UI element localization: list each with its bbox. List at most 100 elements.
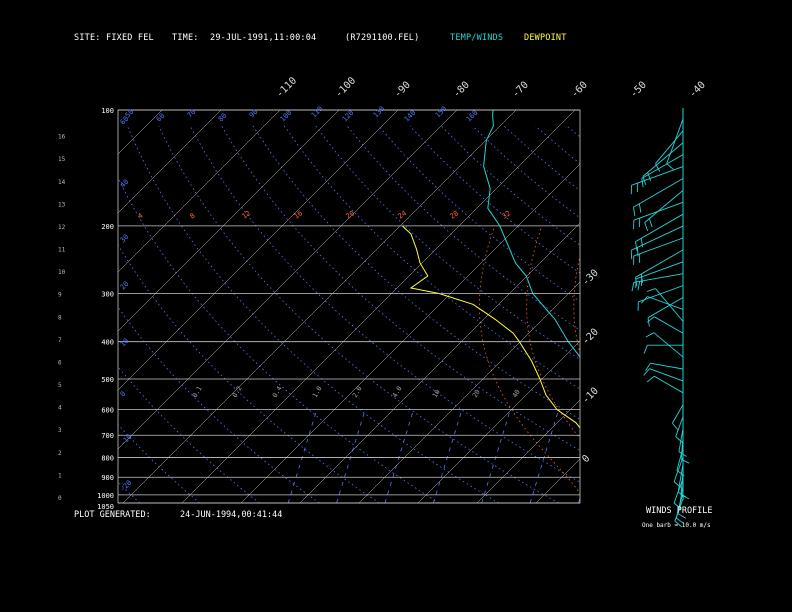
mixing-ratio-label: 4.0	[391, 385, 404, 399]
left-edge-label: 10	[119, 337, 131, 349]
wind-barb-flag	[666, 163, 674, 170]
height-tick-label: 2	[58, 450, 62, 457]
dry-adiabat	[189, 125, 580, 483]
height-tick-label: 12	[58, 224, 66, 231]
height-tick-label: 13	[58, 201, 66, 208]
wind-barb-flag	[680, 458, 690, 464]
pressure-tick-label: 1050	[97, 503, 114, 511]
height-tick-label: 5	[58, 382, 62, 389]
dry-adiabat	[0, 126, 80, 503]
wind-barb	[642, 142, 684, 177]
wind-barb	[635, 249, 684, 278]
dry-adiabat	[118, 177, 440, 503]
left-edge-label: 40	[119, 178, 131, 190]
top-temp-tick-label: -100	[333, 75, 358, 100]
wind-barb-flag	[645, 332, 655, 338]
site-value: FIXED FEL	[106, 33, 154, 43]
wind-barb	[672, 404, 684, 424]
wind-barb-flag	[647, 172, 652, 182]
height-tick-label: 1	[58, 472, 62, 479]
pressure-tick-label: 100	[101, 107, 114, 115]
mixing-ratio-label: 0.1	[191, 385, 204, 399]
isotherm	[118, 110, 222, 214]
top-temp-tick-label: -80	[451, 80, 472, 101]
right-temp-tick-label: 0	[580, 453, 592, 465]
dry-adiabat-label: 70	[186, 108, 198, 120]
top-temp-tick-label: -60	[569, 80, 590, 101]
wind-barb	[675, 416, 684, 437]
dry-adiabat	[118, 244, 380, 503]
mixing-ratio-label: 40	[511, 388, 522, 399]
left-edge-label: 60	[119, 115, 131, 127]
wind-barb-flag	[636, 247, 639, 257]
dry-adiabat-label: 80	[217, 112, 229, 124]
wind-barb-flag	[637, 281, 641, 291]
moist-adiabat	[526, 225, 580, 439]
site-label: SITE:	[74, 33, 101, 43]
wind-barb-flag	[644, 222, 649, 232]
wind-barb-flag	[678, 451, 687, 457]
top-temp-tick-label: -90	[392, 80, 413, 101]
moist-adiabat-label: 12	[241, 209, 253, 220]
dry-adiabat	[378, 125, 580, 302]
mixing-ratio-label: 2.0	[351, 385, 364, 399]
top-temp-tick-label: -70	[510, 80, 531, 101]
moist-adiabat-label: 20	[345, 209, 357, 220]
mixing-ratio-line	[287, 409, 318, 503]
wind-barb	[631, 166, 684, 186]
right-temp-tick-label: -10	[580, 386, 601, 407]
isotherm	[118, 110, 340, 332]
moist-adiabat-label: 4	[137, 212, 145, 221]
wind-barb	[678, 428, 684, 452]
wind-barb-flag	[673, 502, 682, 510]
isotherm	[476, 399, 580, 503]
mixing-ratio-line	[481, 409, 511, 503]
dry-adiabat-label: 100	[279, 109, 294, 124]
wind-barb	[633, 178, 684, 208]
height-tick-label: 10	[58, 269, 66, 276]
temperature-trace	[483, 110, 580, 358]
wind-barb	[680, 471, 684, 495]
wind-barb	[680, 438, 684, 460]
height-tick-label: 6	[58, 359, 62, 366]
dry-adiabat-label: 110	[310, 105, 325, 120]
isotherm	[0, 110, 103, 503]
wind-barb-flag	[673, 481, 682, 488]
wind-barb-flag	[646, 288, 656, 292]
mixing-ratio-label: 20	[471, 388, 482, 399]
dry-adiabat	[118, 306, 320, 503]
isotherm	[0, 110, 44, 503]
wind-barb-flag	[643, 345, 648, 354]
dry-adiabat	[503, 125, 580, 192]
time-value: 29-JUL-1991,11:00:04	[210, 33, 317, 43]
isotherm	[118, 110, 163, 155]
wind-barb-flag	[643, 368, 650, 376]
pressure-tick-label: 600	[101, 406, 114, 414]
pressure-tick-label: 1000	[97, 492, 114, 500]
mixing-ratio-line	[627, 409, 656, 503]
wind-barb-flag	[677, 513, 687, 519]
wind-barb	[649, 368, 684, 382]
height-tick-label: 0	[58, 495, 62, 502]
dry-adiabat-label: 150	[434, 105, 449, 120]
right-temp-tick-label: -20	[580, 327, 601, 348]
legend-dewpoint: DEWPOINT	[524, 33, 567, 43]
moist-adiabat	[621, 226, 725, 503]
dry-adiabat-label: 50	[124, 108, 136, 120]
wind-barb	[653, 375, 684, 394]
dry-adiabat	[661, 126, 792, 503]
wind-barb	[650, 362, 684, 370]
wind-barb-flag	[645, 362, 651, 372]
isotherm	[772, 110, 792, 503]
dry-adiabat	[724, 126, 792, 503]
dry-adiabat	[566, 125, 580, 138]
mixing-ratio-label: 0.2	[231, 385, 244, 399]
top-temp-tick-label: -110	[274, 75, 299, 100]
wind-barb	[655, 130, 684, 164]
dewpoint-trace	[401, 225, 580, 429]
dry-adiabat-label: 130	[372, 105, 387, 120]
mixing-ratio-label: 1.0	[311, 385, 324, 399]
pressure-tick-label: 900	[101, 474, 114, 482]
wind-barb-flag	[676, 470, 685, 477]
wind-barb-flag	[676, 517, 684, 524]
